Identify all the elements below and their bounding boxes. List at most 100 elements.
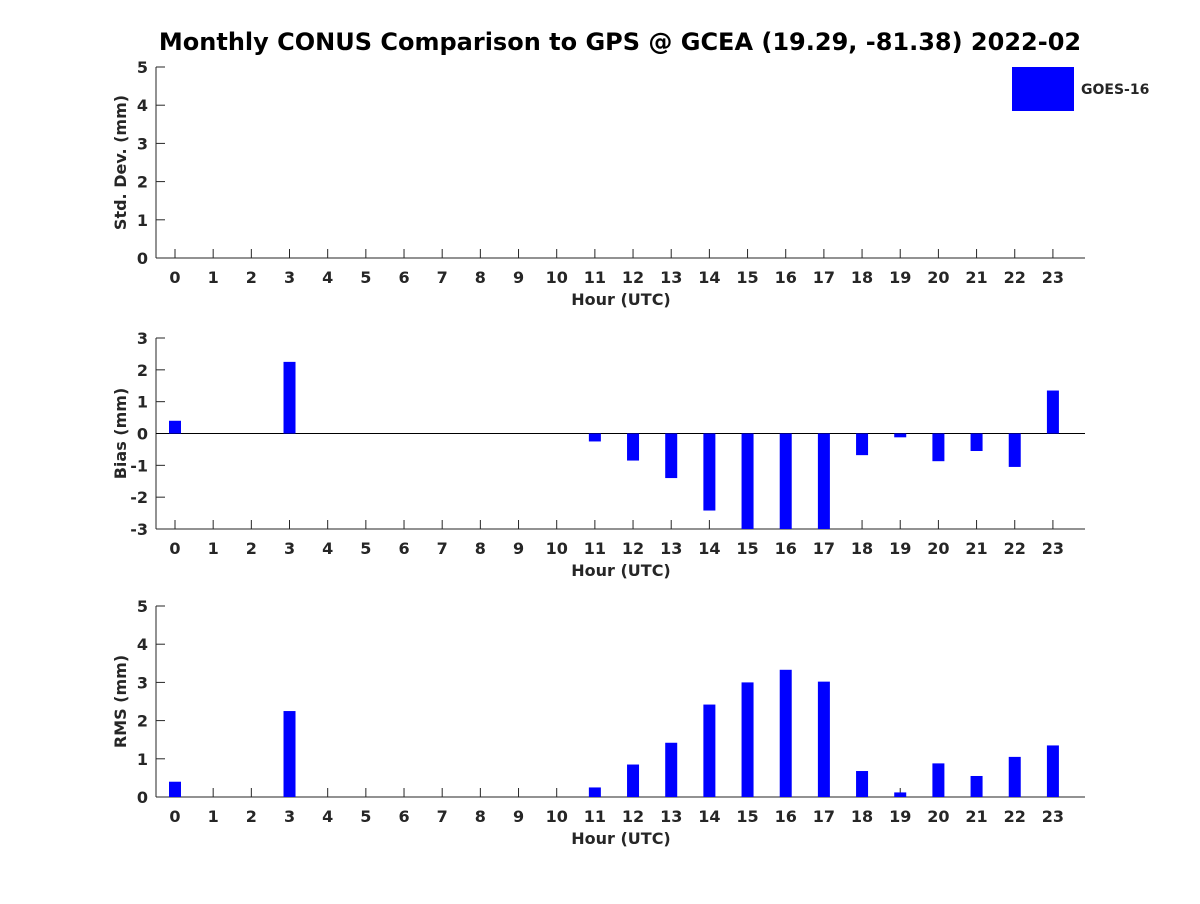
std-dev-x-tick-label: 23 — [1042, 268, 1064, 287]
bias-x-tick-label: 21 — [965, 539, 987, 558]
bias-x-tick-label: 23 — [1042, 539, 1064, 558]
rms-x-tick-label: 2 — [246, 807, 257, 826]
bias-x-tick-label: 8 — [475, 539, 486, 558]
rms-x-tick-label: 19 — [889, 807, 911, 826]
rms-y-tick-label: 0 — [137, 788, 148, 807]
rms-x-tick-label: 18 — [851, 807, 873, 826]
bias-y-label: Bias (mm) — [111, 388, 130, 480]
rms-x-tick-label: 1 — [208, 807, 219, 826]
bias-y-tick-label: -3 — [130, 520, 148, 539]
bias-x-tick-label: 0 — [169, 539, 180, 558]
std-dev-x-tick-label: 12 — [622, 268, 644, 287]
rms-x-tick-label: 14 — [698, 807, 720, 826]
rms-x-tick-label: 16 — [775, 807, 797, 826]
rms-x-tick-label: 9 — [513, 807, 524, 826]
rms-y-tick-label: 5 — [137, 597, 148, 616]
rms-x-tick-label: 23 — [1042, 807, 1064, 826]
rms-x-tick-label: 6 — [398, 807, 409, 826]
rms-bar — [1008, 756, 1021, 797]
rms-x-label: Hour (UTC) — [571, 829, 671, 848]
std-dev-y-tick-label: 4 — [137, 96, 148, 115]
rms-x-tick-label: 20 — [927, 807, 949, 826]
rms-x-tick-label: 17 — [813, 807, 835, 826]
bias-x-tick-label: 1 — [208, 539, 219, 558]
bias-x-tick-label: 4 — [322, 539, 333, 558]
bias-bar — [665, 433, 678, 479]
bias-x-tick-label: 16 — [775, 539, 797, 558]
legend-swatch — [1012, 67, 1074, 111]
bias-x-tick-label: 11 — [584, 539, 606, 558]
bias-bar — [169, 420, 181, 434]
std-dev-x-tick-label: 17 — [813, 268, 835, 287]
std-dev-x-tick-label: 9 — [513, 268, 524, 287]
rms-bar — [741, 682, 754, 797]
rms-x-tick-label: 22 — [1004, 807, 1026, 826]
std-dev-x-tick-label: 11 — [584, 268, 606, 287]
bias-bar — [932, 433, 945, 462]
bias-bar — [970, 433, 983, 452]
rms-y-tick-label: 4 — [137, 635, 148, 654]
bias-bar — [1008, 433, 1021, 467]
std-dev-y-tick-label: 2 — [137, 173, 148, 192]
rms-x-tick-label: 12 — [622, 807, 644, 826]
bias-y-tick-label: 1 — [137, 393, 148, 412]
std-dev-x-tick-label: 10 — [546, 268, 568, 287]
std-dev-x-tick-label: 8 — [475, 268, 486, 287]
rms-x-tick-label: 10 — [546, 807, 568, 826]
bias-x-tick-label: 15 — [736, 539, 758, 558]
rms-bar — [588, 787, 601, 797]
rms-x-tick-label: 5 — [360, 807, 371, 826]
rms-bar — [856, 771, 869, 797]
rms-bar — [169, 781, 181, 797]
bias-bar — [817, 433, 830, 529]
std-dev-x-tick-label: 21 — [965, 268, 987, 287]
std-dev-y-tick-label: 0 — [137, 249, 148, 268]
rms-bar — [665, 742, 678, 797]
std-dev-x-tick-label: 14 — [698, 268, 720, 287]
rms-bar — [1046, 745, 1059, 797]
bias-y-tick-label: 0 — [137, 425, 148, 444]
bias-x-tick-label: 20 — [927, 539, 949, 558]
bias-x-tick-label: 10 — [546, 539, 568, 558]
std-dev-y-label: Std. Dev. (mm) — [111, 95, 130, 230]
std-dev-x-tick-label: 2 — [246, 268, 257, 287]
bias-bar — [741, 433, 754, 529]
rms-bar — [817, 681, 830, 797]
std-dev-x-tick-label: 0 — [169, 268, 180, 287]
bias-bar — [856, 433, 869, 456]
rms-bar — [703, 704, 716, 797]
bias-x-tick-label: 7 — [437, 539, 448, 558]
std-dev-x-tick-label: 5 — [360, 268, 371, 287]
std-dev-x-tick-label: 3 — [284, 268, 295, 287]
bias-x-tick-label: 18 — [851, 539, 873, 558]
rms-x-tick-label: 15 — [736, 807, 758, 826]
rms-x-tick-label: 21 — [965, 807, 987, 826]
std-dev-x-label: Hour (UTC) — [571, 290, 671, 309]
bias-bar — [627, 433, 640, 461]
bias-x-tick-label: 13 — [660, 539, 682, 558]
bias-bar — [1046, 390, 1059, 434]
bias-y-tick-label: 3 — [137, 329, 148, 348]
bias-bar — [779, 433, 792, 529]
bias-x-tick-label: 17 — [813, 539, 835, 558]
bias-x-tick-label: 9 — [513, 539, 524, 558]
std-dev-y-tick-label: 5 — [137, 58, 148, 77]
std-dev-x-tick-label: 22 — [1004, 268, 1026, 287]
std-dev-x-tick-label: 19 — [889, 268, 911, 287]
std-dev-x-tick-label: 13 — [660, 268, 682, 287]
std-dev-x-tick-label: 16 — [775, 268, 797, 287]
std-dev-y-tick-label: 1 — [137, 211, 148, 230]
rms-y-tick-label: 1 — [137, 750, 148, 769]
bias-bar — [283, 361, 296, 434]
bias-bar — [703, 433, 716, 511]
std-dev-x-tick-label: 7 — [437, 268, 448, 287]
rms-x-tick-label: 11 — [584, 807, 606, 826]
bias-y-tick-label: -2 — [130, 488, 148, 507]
bias-x-tick-label: 2 — [246, 539, 257, 558]
bias-x-tick-label: 5 — [360, 539, 371, 558]
rms-x-tick-label: 3 — [284, 807, 295, 826]
rms-y-tick-label: 3 — [137, 673, 148, 692]
std-dev-x-tick-label: 4 — [322, 268, 333, 287]
